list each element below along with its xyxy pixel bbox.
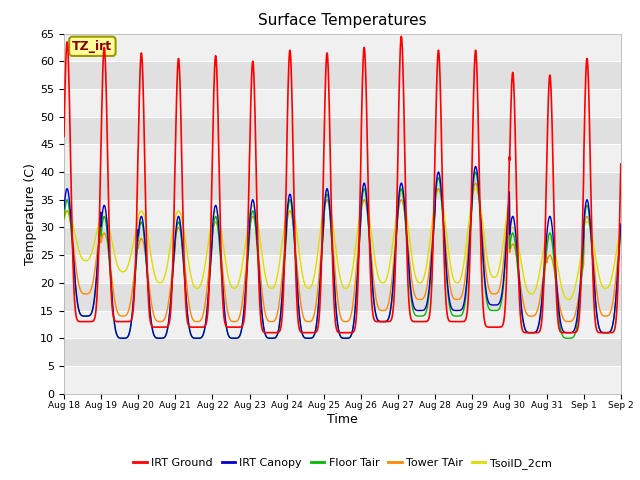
IRT Ground (584, 59, 591, 65)
TsoilD_2cm (216, 217, 223, 223)
Line: Floor Tair: Floor Tair (64, 172, 621, 338)
IRT Ground (568, 330, 576, 336)
Line: TsoilD_2cm: TsoilD_2cm (64, 189, 621, 300)
IRT Canopy (505, 201, 513, 206)
Tower TAir (358, 202, 366, 207)
Tower TAir (584, 214, 591, 220)
Tower TAir (617, 227, 625, 233)
IRT Ground (505, 192, 513, 198)
IRT Canopy (156, 336, 164, 341)
Bar (64, 228, 621, 255)
IRT Canopy (472, 164, 479, 169)
Tower TAir (568, 318, 576, 324)
Tower TAir (216, 235, 223, 240)
IRT Ground (359, 71, 367, 77)
TsoilD_2cm (568, 294, 576, 300)
IRT Canopy (617, 221, 625, 227)
IRT Ground (397, 34, 405, 39)
IRT Canopy (568, 329, 576, 335)
TsoilD_2cm (472, 186, 479, 192)
Legend: IRT Ground, IRT Canopy, Floor Tair, Tower TAir, TsoilD_2cm: IRT Ground, IRT Canopy, Floor Tair, Towe… (129, 453, 556, 473)
Bar (64, 61, 621, 89)
Floor Tair (564, 336, 572, 341)
Floor Tair (472, 169, 479, 175)
IRT Ground (60, 133, 68, 139)
Floor Tair (358, 193, 366, 199)
Tower TAir (564, 319, 572, 324)
Text: TZ_irt: TZ_irt (72, 40, 113, 53)
Bar (64, 172, 621, 200)
Bar (64, 117, 621, 144)
TsoilD_2cm (60, 212, 68, 218)
Floor Tair (504, 210, 512, 216)
TsoilD_2cm (564, 297, 572, 302)
TsoilD_2cm (617, 226, 625, 231)
Line: IRT Ground: IRT Ground (64, 36, 621, 333)
IRT Canopy (371, 305, 379, 311)
Tower TAir (472, 180, 479, 186)
IRT Ground (216, 171, 223, 177)
Y-axis label: Temperature (C): Temperature (C) (24, 163, 37, 264)
TsoilD_2cm (371, 254, 378, 260)
IRT Canopy (60, 206, 68, 212)
Bar (64, 366, 621, 394)
Floor Tair (371, 304, 378, 310)
IRT Canopy (216, 234, 223, 240)
IRT Ground (268, 330, 275, 336)
IRT Canopy (359, 186, 367, 192)
Floor Tair (584, 203, 591, 209)
IRT Ground (371, 318, 379, 324)
Floor Tair (568, 335, 576, 341)
Bar (64, 283, 621, 311)
Title: Surface Temperatures: Surface Temperatures (258, 13, 427, 28)
Bar (64, 144, 621, 172)
Bar (64, 200, 621, 228)
Bar (64, 89, 621, 117)
Floor Tair (216, 240, 223, 245)
TsoilD_2cm (584, 219, 591, 225)
IRT Ground (617, 161, 625, 167)
IRT Canopy (584, 198, 591, 204)
Bar (64, 34, 621, 61)
Tower TAir (371, 285, 378, 291)
TsoilD_2cm (504, 201, 512, 206)
Tower TAir (504, 205, 512, 211)
TsoilD_2cm (358, 199, 366, 205)
Bar (64, 311, 621, 338)
Tower TAir (60, 217, 68, 223)
Floor Tair (60, 215, 68, 221)
Floor Tair (617, 226, 625, 231)
Line: Tower TAir: Tower TAir (64, 183, 621, 322)
Bar (64, 255, 621, 283)
Bar (64, 338, 621, 366)
Line: IRT Canopy: IRT Canopy (64, 167, 621, 338)
X-axis label: Time: Time (327, 413, 358, 426)
